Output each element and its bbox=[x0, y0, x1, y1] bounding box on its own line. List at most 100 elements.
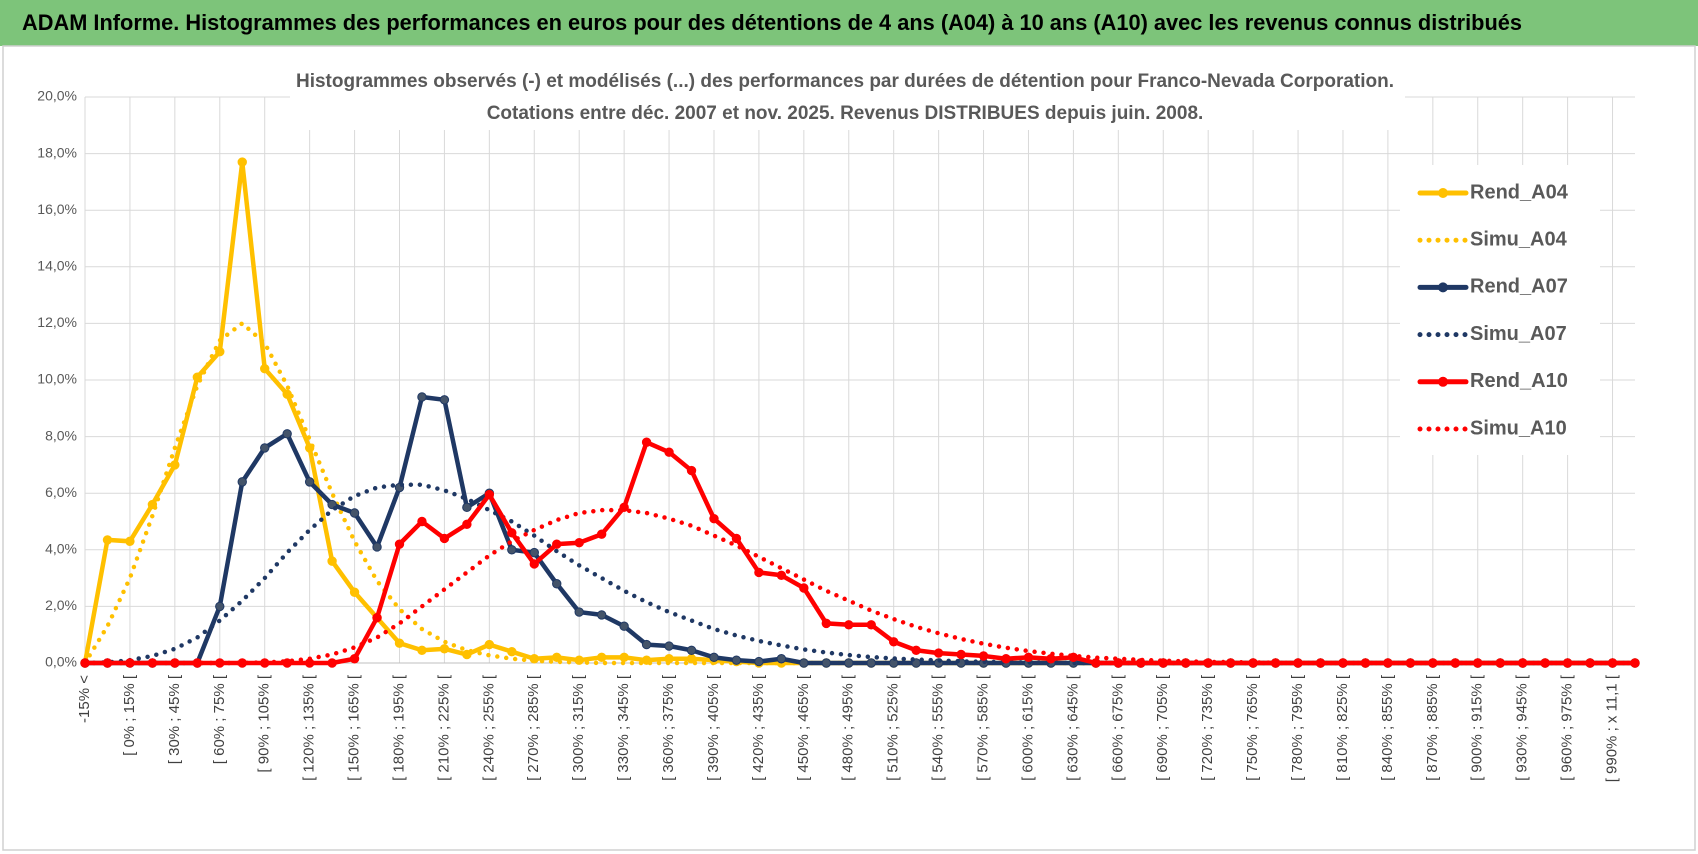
data-point bbox=[529, 547, 539, 558]
plot bbox=[80, 157, 1640, 668]
series-line bbox=[82, 440, 1638, 666]
legend-label: Simu_A04 bbox=[1470, 228, 1568, 250]
series-line bbox=[82, 507, 1638, 666]
data-point bbox=[956, 649, 966, 660]
data-point bbox=[1113, 658, 1124, 668]
data-point bbox=[574, 607, 584, 617]
data-point bbox=[911, 645, 921, 655]
data-point bbox=[574, 538, 584, 548]
data-point bbox=[933, 648, 944, 658]
data-point bbox=[484, 489, 495, 500]
x-tick-label: [ 510% ; 525% [ bbox=[885, 674, 902, 781]
data-point bbox=[754, 567, 764, 578]
x-tick-label: [ 690% ; 705% [ bbox=[1154, 674, 1171, 781]
data-point bbox=[417, 516, 427, 527]
chart-subtitle: Cotations entre déc. 2007 et nov. 2025. … bbox=[487, 103, 1204, 124]
y-tick-label: 8,0% bbox=[45, 427, 77, 443]
legend-label: Rend_A10 bbox=[1470, 370, 1568, 392]
x-tick-label: [ 150% ; 165% [ bbox=[346, 674, 363, 781]
data-point bbox=[641, 639, 652, 650]
chart-title: Histogrammes observés (-) et modélisés (… bbox=[296, 71, 1394, 92]
data-point bbox=[484, 639, 495, 650]
data-point bbox=[709, 513, 719, 524]
x-tick-label: [ 300% ; 315% [ bbox=[570, 674, 587, 781]
y-tick-label: 12,0% bbox=[37, 314, 77, 330]
y-tick-label: 14,0% bbox=[37, 258, 77, 274]
data-point bbox=[439, 533, 450, 544]
x-tick-label: [ 30% ; 45% [ bbox=[166, 674, 183, 764]
data-point bbox=[439, 395, 450, 405]
data-point bbox=[619, 652, 629, 663]
x-tick-label: [ 240% ; 255% [ bbox=[480, 674, 497, 781]
data-point bbox=[596, 529, 607, 539]
x-tick-label: [ 660% ; 675% [ bbox=[1109, 674, 1126, 781]
data-point bbox=[327, 658, 337, 668]
data-point bbox=[417, 392, 427, 402]
data-point bbox=[619, 621, 629, 631]
grid: 0,0% 2,0% 4,0% 6,0% 8,0% 10,0% 12,0% 14,0% 16,0%… bbox=[37, 88, 1635, 782]
x-tick-label: [ 420% ; 435% [ bbox=[750, 674, 767, 781]
legend-marker bbox=[1438, 376, 1448, 387]
x-tick-label: [ 810% ; 825% [ bbox=[1334, 674, 1351, 781]
data-point bbox=[102, 535, 113, 545]
data-point bbox=[596, 610, 607, 620]
data-point bbox=[754, 656, 764, 667]
y-tick-label: 20,0% bbox=[37, 88, 77, 104]
x-tick-label: [ 480% ; 495% [ bbox=[840, 674, 857, 781]
legend: Rend_A04 Simu_A04 Rend_A07 Simu_A07 Rend_A10… bbox=[1400, 165, 1600, 455]
legend-label: Rend_A04 bbox=[1470, 181, 1569, 203]
x-tick-label: [ 870% ; 885% [ bbox=[1424, 674, 1441, 781]
data-point bbox=[462, 649, 472, 660]
data-point bbox=[349, 654, 360, 664]
data-point bbox=[552, 579, 562, 589]
y-tick-label: 6,0% bbox=[45, 484, 77, 500]
data-point bbox=[125, 536, 135, 547]
data-point bbox=[439, 644, 450, 654]
title-background bbox=[290, 64, 1405, 130]
x-tick-label: [ 180% ; 195% [ bbox=[390, 674, 407, 781]
data-point bbox=[1001, 654, 1011, 664]
data-point bbox=[1023, 652, 1034, 663]
data-point bbox=[372, 542, 382, 552]
data-point bbox=[529, 559, 539, 569]
data-point bbox=[462, 519, 472, 530]
x-tick-label: [ 630% ; 645% [ bbox=[1064, 674, 1081, 781]
data-point bbox=[552, 539, 562, 549]
x-tick-label: [ 570% ; 585% [ bbox=[975, 674, 992, 781]
data-point bbox=[349, 508, 360, 518]
series-line bbox=[82, 482, 1638, 666]
legend-label: Simu_A10 bbox=[1470, 417, 1567, 439]
data-point bbox=[686, 465, 697, 476]
header-title: ADAM Informe. Histogrammes des performan… bbox=[22, 10, 1522, 35]
x-tick-label: [ 600% ; 615% [ bbox=[1019, 674, 1036, 781]
x-tick-label: [ 720% ; 735% [ bbox=[1199, 674, 1216, 781]
data-point bbox=[237, 157, 247, 167]
data-point bbox=[327, 556, 337, 566]
y-tick-label: 2,0% bbox=[45, 597, 77, 613]
x-tick-label: [ 390% ; 405% [ bbox=[705, 674, 722, 781]
data-point bbox=[372, 613, 382, 623]
data-point bbox=[260, 363, 270, 374]
x-tick-label: [ 840% ; 855% [ bbox=[1379, 674, 1396, 781]
y-tick-label: 16,0% bbox=[37, 201, 77, 217]
legend-marker bbox=[1438, 282, 1448, 293]
x-tick-label: [ 930% ; 945% [ bbox=[1514, 674, 1531, 781]
data-point bbox=[799, 658, 809, 668]
data-point bbox=[821, 658, 832, 668]
data-point bbox=[1630, 658, 1640, 668]
y-tick-label: 10,0% bbox=[37, 371, 77, 387]
x-tick-label: [ 0% ; 15% [ bbox=[121, 674, 138, 756]
data-point bbox=[237, 477, 247, 487]
data-point bbox=[394, 638, 405, 648]
data-point bbox=[462, 502, 472, 513]
x-tick-label: [ 60% ; 75% [ bbox=[211, 674, 228, 764]
data-point bbox=[844, 620, 854, 630]
x-tick-label: [ 540% ; 555% [ bbox=[930, 674, 947, 781]
x-tick-label: [ 450% ; 465% [ bbox=[795, 674, 812, 781]
data-point bbox=[731, 533, 742, 544]
data-point bbox=[304, 477, 315, 487]
data-point bbox=[866, 620, 876, 630]
data-point bbox=[844, 658, 854, 668]
x-tick-label: [ 990% ; x 11,1 [ bbox=[1604, 674, 1621, 782]
data-point bbox=[1091, 658, 1101, 668]
